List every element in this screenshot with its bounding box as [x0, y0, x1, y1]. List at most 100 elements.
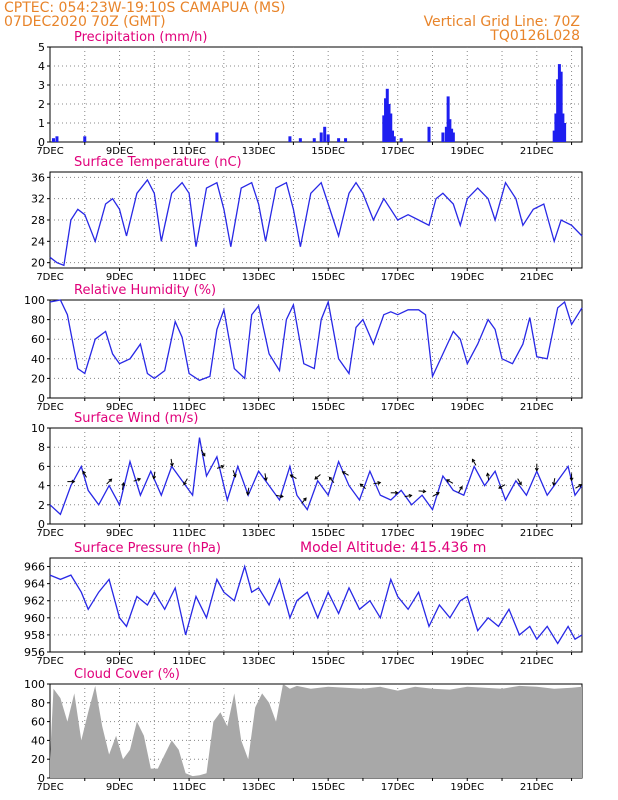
- x-tick-label: 11DEC: [172, 272, 206, 283]
- y-tick-label: 964: [24, 578, 45, 591]
- wind-arrow-head: [279, 494, 284, 499]
- panel-1: 0 1 2 3 4 5 7DEC 9DEC 11DEC 13DEC 15DEC 17DEC 19DEC 2…: [36, 30, 583, 157]
- y-tick-label: 966: [24, 561, 45, 574]
- y-tick-label: 28: [31, 214, 45, 227]
- precip-bar: [448, 119, 452, 142]
- x-tick-label: 9DEC: [106, 528, 133, 539]
- panel-5: 956 958 960 962 964 966 7DEC 9DEC 11DEC 13DEC 15DE…: [24, 541, 583, 667]
- x-tick-label: 11DEC: [172, 782, 206, 793]
- header-grid-note: Vertical Grid Line: 70Z: [423, 14, 580, 30]
- precip-bar: [399, 138, 403, 142]
- header-date: 07DEC2020 70Z (GMT): [4, 14, 166, 30]
- wind-arrow: [498, 484, 506, 489]
- y-tick-label: 2: [38, 98, 45, 111]
- y-tick-label: 0: [38, 392, 45, 405]
- panel-title: Surface Temperature (nC): [74, 155, 242, 170]
- wind-arrow: [487, 473, 490, 481]
- y-tick-label: 1: [38, 117, 45, 130]
- x-tick-label: 7DEC: [36, 402, 63, 413]
- precip-bar: [561, 113, 565, 142]
- wind-arrow: [446, 479, 454, 484]
- wind-arrow-head: [263, 477, 268, 482]
- x-tick-label: 19DEC: [450, 272, 484, 283]
- panel-4: 0 2 4 6 8 10 7DEC 9DEC 11DEC 13DEC 15DEC 17DEC 19DEC…: [31, 411, 583, 539]
- x-tick-label: 13DEC: [242, 528, 276, 539]
- panel-frame: [49, 46, 583, 143]
- x-tick-label: 17DEC: [381, 528, 415, 539]
- x-tick-label: 17DEC: [381, 146, 415, 157]
- precip-bar: [319, 132, 323, 142]
- precip-bar: [337, 138, 341, 142]
- x-tick-label: 21DEC: [520, 656, 554, 667]
- wind-arrow-head: [201, 452, 206, 457]
- wind-arrow-head: [408, 493, 413, 498]
- x-tick-label: 11DEC: [172, 402, 206, 413]
- wind-arrow: [432, 492, 440, 497]
- wind-arrow: [301, 497, 307, 504]
- x-tick-label: 21DEC: [520, 402, 554, 413]
- header-code: TQ0126L028: [490, 28, 580, 44]
- wind-arrow-head: [341, 471, 346, 475]
- wind-arrow-head: [569, 477, 574, 482]
- wind-arrow-head: [377, 481, 382, 485]
- y-tick-label: 24: [31, 235, 45, 248]
- precip-bar: [51, 138, 55, 142]
- wind-arrow: [183, 478, 188, 485]
- wind-arrow: [329, 476, 335, 484]
- x-tick-label: 19DEC: [450, 402, 484, 413]
- x-tick-label: 9DEC: [106, 272, 133, 283]
- precip-bar: [215, 132, 219, 142]
- precip-bar: [450, 128, 454, 142]
- precip-bar: [390, 130, 394, 142]
- precip-bar: [451, 132, 455, 142]
- x-tick-label: 21DEC: [520, 146, 554, 157]
- wind-arrow: [106, 478, 112, 485]
- precip-bar: [392, 136, 396, 142]
- wind-arrow: [373, 482, 381, 485]
- wind-arrow-head: [108, 478, 113, 483]
- x-tick-label: 11DEC: [172, 656, 206, 667]
- x-tick-label: 15DEC: [311, 146, 345, 157]
- x-tick-label: 15DEC: [311, 528, 345, 539]
- x-tick-label: 9DEC: [106, 402, 133, 413]
- wind-arrow-head: [303, 497, 307, 502]
- x-tick-label: 13DEC: [242, 782, 276, 793]
- precip-bar: [55, 136, 59, 142]
- cloud-cover-area: [50, 684, 582, 778]
- wind-arrow-head: [394, 490, 399, 495]
- wind-arrow: [404, 494, 412, 498]
- wind-arrow-head: [246, 491, 250, 496]
- y-tick-label: 4: [38, 480, 45, 493]
- y-tick-label: 20: [31, 372, 45, 385]
- wind-arrow: [121, 482, 125, 490]
- model-altitude: Model Altitude: 415.436 m: [300, 540, 487, 556]
- y-tick-label: 40: [31, 734, 45, 747]
- precip-bar: [446, 96, 450, 142]
- wind-arrow-head: [518, 481, 522, 486]
- precip-bar: [557, 64, 561, 142]
- precip-bar: [387, 104, 391, 142]
- y-tick-label: 100: [24, 294, 45, 307]
- wind-arrow-head: [152, 475, 157, 480]
- x-tick-label: 11DEC: [172, 146, 206, 157]
- wind-arrow-head: [183, 481, 187, 486]
- y-tick-label: 32: [31, 193, 45, 206]
- wind-arrow: [359, 483, 366, 490]
- wind-arrow: [458, 486, 463, 493]
- wind-arrow: [418, 490, 426, 493]
- wind-arrow-head: [485, 472, 490, 477]
- y-tick-label: 958: [24, 629, 45, 642]
- wind-arrow: [314, 474, 321, 480]
- x-tick-label: 21DEC: [520, 782, 554, 793]
- y-tick-label: 36: [31, 171, 45, 184]
- wind-arrow-head: [445, 479, 450, 483]
- wind-arrow: [170, 458, 173, 466]
- precip-bar: [554, 113, 558, 142]
- x-tick-label: 17DEC: [381, 272, 415, 283]
- series-line: [49, 178, 583, 267]
- panel-6: 0 20 40 60 80 100 7DEC 9DEC 11DEC 13DEC 15DEC 17DEC…: [24, 667, 583, 793]
- wind-arrow-head: [121, 481, 126, 486]
- y-tick-label: 962: [24, 595, 45, 608]
- y-tick-label: 960: [24, 612, 45, 625]
